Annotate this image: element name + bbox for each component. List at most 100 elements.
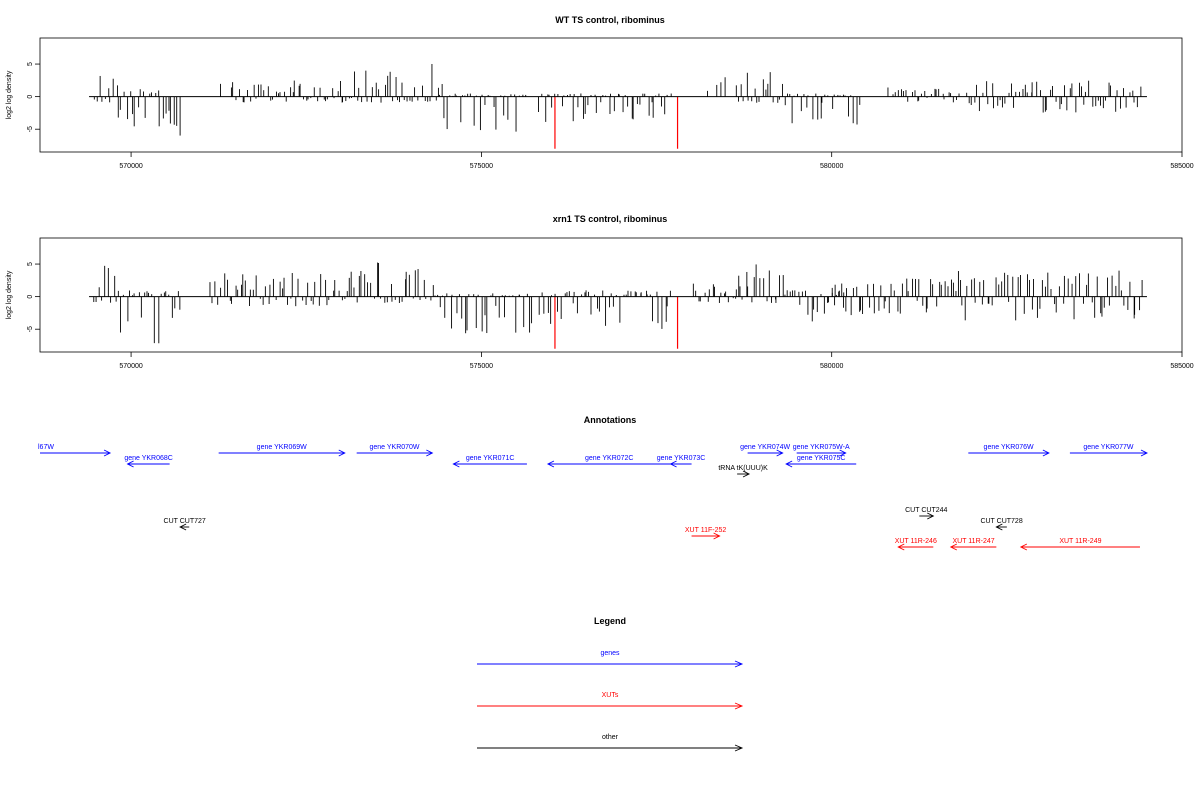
wt-x-tick-label: 575000	[470, 163, 493, 170]
annotation-feature: gene YKR070W	[356, 444, 434, 457]
wt-y-axis-label: log2 log density	[6, 70, 13, 119]
arrow-head-icon	[1140, 449, 1148, 457]
xrn1-y-axis-label: log2 log density	[6, 270, 13, 319]
wt-y-tick-label: -5	[27, 126, 34, 132]
annotation-label: XUT 11R-246	[895, 538, 937, 545]
xrn1-density-bars	[93, 262, 1143, 349]
annotation-feature: CUT CUT728	[980, 518, 1023, 531]
annotation-label: gene YKR077W	[1083, 444, 1133, 451]
arrow-head-icon	[1019, 543, 1028, 551]
annotation-feature: gene YKR076W	[968, 444, 1050, 457]
annotation-feature: gene YKR068C	[124, 455, 173, 468]
xrn1-x-tick-label: 570000	[119, 363, 142, 370]
legend-entry-label: genes	[600, 650, 620, 657]
annotation-label: CUT CUT244	[905, 507, 947, 514]
arrow-head-icon	[839, 449, 847, 457]
annotation-label: gene YKR069W	[257, 444, 307, 451]
xrn1-x-tick-label: 580000	[820, 363, 843, 370]
annotation-feature: l67W	[38, 444, 112, 457]
annotation-feature: gene YKR073C	[657, 455, 706, 468]
xrn1-y-tick-label: 0	[27, 295, 34, 299]
xrn1-y-tick-label: -5	[27, 326, 34, 332]
arrow-head-icon	[426, 449, 434, 457]
legend: Legend genes XUTs other	[477, 616, 744, 752]
annotation-feature: XUT 11F-252	[685, 527, 726, 540]
annotation-label: gene YKR073C	[657, 455, 706, 462]
annotation-label: gene YKR071C	[466, 455, 515, 462]
wt-y-ticks: -5 0 5	[27, 62, 40, 132]
wt-y-tick-label: 5	[27, 62, 34, 66]
arrow-head-icon	[713, 532, 721, 540]
annotation-label: tRNA tK(UUU)K	[718, 465, 768, 472]
arrow-head-icon	[897, 543, 905, 551]
annotation-feature: XUT 11R-246	[895, 538, 937, 551]
xrn1-y-tick-label: 5	[27, 262, 34, 266]
annotation-feature: gene YKR077W	[1069, 444, 1148, 457]
arrow-head-icon	[734, 660, 744, 668]
arrow-head-icon	[776, 449, 784, 457]
arrow-head-icon	[927, 512, 935, 520]
wt-plot-frame	[39, 37, 1183, 153]
xrn1-plot-frame	[39, 237, 1183, 353]
arrow-head-icon	[103, 449, 112, 457]
wt-x-tick-label: 570000	[119, 163, 142, 170]
legend-title: Legend	[594, 616, 626, 626]
arrow-head-icon	[126, 460, 134, 468]
legend-entry: other	[477, 734, 744, 752]
arrow-head-icon	[1042, 449, 1050, 457]
annotation-label: gene YKR068C	[124, 455, 173, 462]
arrow-head-icon	[949, 543, 957, 551]
arrow-head-icon	[669, 460, 677, 468]
annotation-feature: CUT CUT727	[164, 518, 206, 531]
annotation-label: gene YKR072C	[585, 455, 634, 462]
annotation-label: XUT 11R-249	[1059, 538, 1101, 545]
wt-x-tick-label: 585000	[1170, 163, 1193, 170]
arrow-head-icon	[734, 744, 744, 752]
arrow-head-icon	[452, 460, 460, 468]
annotation-label: XUT 11R-247	[952, 538, 994, 545]
arrow-head-icon	[785, 460, 793, 468]
annotation-feature: gene YKR074W	[740, 444, 791, 457]
legend-entry: genes	[477, 650, 744, 668]
annotation-label: gene YKR074W	[740, 444, 790, 451]
wt-density-bars	[93, 63, 1142, 149]
annotation-label: CUT CUT727	[164, 518, 206, 525]
annotation-label: gene YKR075W-A	[793, 444, 850, 451]
annotation-feature: CUT CUT244	[905, 507, 948, 520]
wt-y-tick-label: 0	[27, 95, 34, 99]
annotation-feature: gene YKR075W-A	[793, 444, 850, 457]
annotation-feature: gene YKR072C	[546, 455, 671, 468]
annotation-feature: XUT 11R-249	[1019, 538, 1140, 551]
annotation-feature: gene YKR069W	[218, 444, 346, 457]
arrow-head-icon	[734, 702, 744, 710]
arrow-head-icon	[742, 470, 751, 478]
legend-entry-label: XUTs	[602, 692, 619, 699]
annotations-title: Annotations	[584, 415, 637, 425]
xrn1-x-tick-label: 575000	[470, 363, 493, 370]
annotation-label: gene YKR076W	[984, 444, 1034, 451]
legend-entry: XUTs	[477, 692, 744, 710]
annotation-label: gene YKR075C	[797, 455, 846, 462]
xrn1-track-panel: xrn1 TS control, ribominus log2 log dens…	[6, 214, 1194, 370]
annotation-label: CUT CUT728	[980, 518, 1022, 525]
annotation-feature: gene YKR071C	[452, 455, 527, 468]
annotation-label: XUT 11F-252	[685, 527, 726, 534]
arrow-head-icon	[338, 449, 346, 457]
wt-x-tick-label: 580000	[820, 163, 843, 170]
arrow-head-icon	[179, 523, 187, 531]
xrn1-track-title: xrn1 TS control, ribominus	[553, 214, 668, 224]
arrow-head-icon	[995, 523, 1003, 531]
xrn1-x-ticks: 570000 575000 580000 585000	[119, 352, 1194, 370]
annotation-feature: tRNA tK(UUU)K	[718, 465, 768, 478]
wt-x-ticks: 570000 575000 580000 585000	[119, 152, 1194, 170]
annotations-panel: Annotations l67W gene YKR068C gene YKR069W…	[38, 415, 1148, 551]
annotation-label: gene YKR070W	[369, 444, 419, 451]
xrn1-y-ticks: -5 0 5	[27, 262, 40, 332]
annotation-feature: gene YKR075C	[785, 455, 857, 468]
arrow-head-icon	[546, 460, 555, 468]
annotation-label: l67W	[38, 444, 54, 451]
wt-track-title: WT TS control, ribominus	[555, 15, 665, 25]
annotation-feature: XUT 11R-247	[949, 538, 997, 551]
wt-track-panel: WT TS control, ribominus log2 log densit…	[6, 15, 1194, 170]
